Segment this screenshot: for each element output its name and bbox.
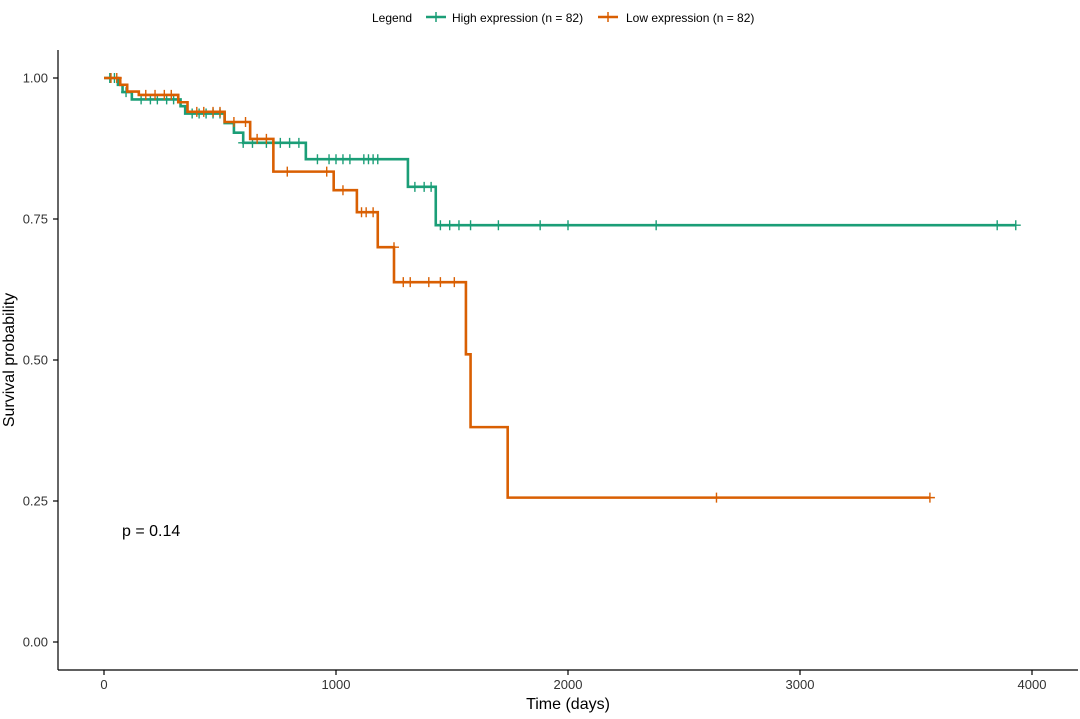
series-high [104, 73, 1021, 231]
censor-mark [261, 133, 272, 144]
censor-mark [444, 220, 455, 231]
censor-mark [449, 277, 460, 288]
y-tick-label: 0.25 [23, 494, 48, 509]
legend-label-high: High expression (n = 82) [452, 11, 583, 25]
survival-curve [104, 76, 930, 499]
censor-mark [321, 166, 332, 177]
censor-mark [465, 220, 476, 231]
censor-mark [215, 106, 225, 117]
censor-mark [240, 116, 251, 127]
x-tick-label: 2000 [554, 677, 583, 692]
survival-curve [104, 76, 1016, 227]
censor-mark [166, 89, 177, 100]
y-axis-title: Survival probability [1, 293, 18, 427]
censor-mark [198, 106, 209, 117]
censor-mark [238, 137, 249, 148]
censor-mark [651, 220, 662, 231]
censor-mark [140, 89, 151, 100]
censor-mark [252, 133, 263, 144]
y-tick-label: 0.50 [23, 353, 48, 368]
legend-entry-low: Low expression (n = 82) [598, 11, 754, 25]
y-tick-label: 1.00 [23, 71, 48, 86]
censor-mark [435, 220, 446, 231]
series-layer [104, 73, 1021, 503]
censor-mark [312, 154, 323, 165]
legend: Legend High expression (n = 82) Low expr… [372, 11, 754, 25]
p-value-annotation: p = 0.14 [122, 523, 180, 540]
censor-mark [275, 137, 286, 148]
censor-mark [337, 185, 348, 196]
y-tick-label: 0.00 [23, 635, 48, 650]
censor-mark [1010, 220, 1021, 231]
censor-mark [453, 220, 464, 231]
x-axis-title: Time (days) [526, 696, 610, 713]
censor-mark [293, 137, 304, 148]
censor-mark [409, 181, 420, 192]
censor-mark [372, 154, 383, 165]
legend-title: Legend [372, 11, 412, 25]
censor-mark [405, 277, 416, 288]
censor-mark [389, 242, 399, 253]
censor-mark [368, 207, 379, 218]
series-low [104, 73, 935, 503]
x-tick-label: 3000 [786, 677, 815, 692]
censor-mark [535, 220, 546, 231]
censor-mark [711, 492, 722, 503]
x-tick-label: 4000 [1018, 677, 1047, 692]
y-ticks: 0.00 0.25 0.50 0.75 1.00 [23, 71, 58, 650]
censor-mark [111, 73, 122, 83]
censor-mark [992, 220, 1003, 231]
x-tick-label: 0 [100, 677, 107, 692]
censor-mark [924, 492, 935, 503]
censor-mark [150, 89, 161, 100]
y-tick-label: 0.75 [23, 212, 48, 227]
censor-mark [344, 154, 355, 165]
censor-mark [493, 220, 504, 231]
censor-mark [435, 277, 446, 288]
censor-mark [282, 166, 293, 177]
x-tick-label: 1000 [322, 677, 351, 692]
legend-label-low: Low expression (n = 82) [626, 11, 754, 25]
legend-entry-high: High expression (n = 82) [426, 11, 583, 25]
censor-mark [563, 220, 573, 231]
censor-mark [426, 181, 437, 192]
censor-mark [228, 116, 239, 127]
censor-mark [423, 277, 434, 288]
censor-mark [284, 137, 295, 148]
x-ticks: 0 1000 2000 3000 4000 [100, 670, 1046, 692]
